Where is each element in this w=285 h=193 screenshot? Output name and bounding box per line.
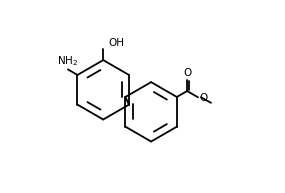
Text: NH$_2$: NH$_2$	[57, 54, 78, 68]
Text: OH: OH	[108, 38, 124, 48]
Text: O: O	[184, 68, 192, 78]
Text: O: O	[199, 93, 207, 103]
